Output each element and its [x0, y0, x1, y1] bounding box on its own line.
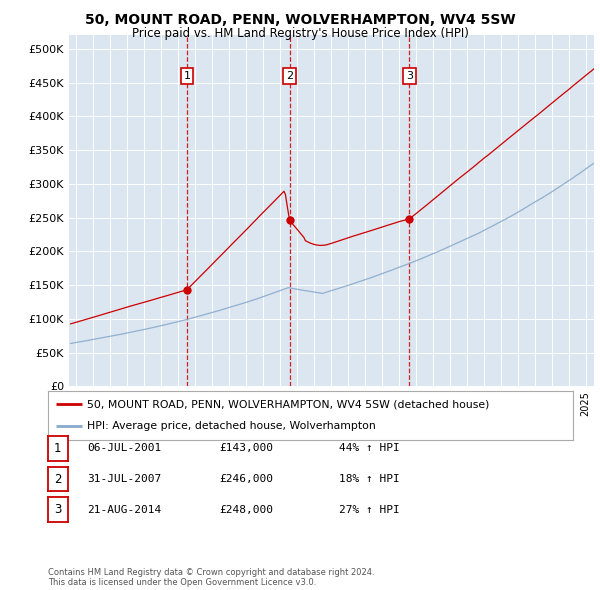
Text: £143,000: £143,000	[219, 444, 273, 453]
Text: 06-JUL-2001: 06-JUL-2001	[87, 444, 161, 453]
Text: Contains HM Land Registry data © Crown copyright and database right 2024.
This d: Contains HM Land Registry data © Crown c…	[48, 568, 374, 587]
Text: £246,000: £246,000	[219, 474, 273, 484]
Text: 50, MOUNT ROAD, PENN, WOLVERHAMPTON, WV4 5SW (detached house): 50, MOUNT ROAD, PENN, WOLVERHAMPTON, WV4…	[88, 399, 490, 409]
Text: 18% ↑ HPI: 18% ↑ HPI	[339, 474, 400, 484]
Text: £248,000: £248,000	[219, 505, 273, 514]
Text: 21-AUG-2014: 21-AUG-2014	[87, 505, 161, 514]
Text: 31-JUL-2007: 31-JUL-2007	[87, 474, 161, 484]
Text: 44% ↑ HPI: 44% ↑ HPI	[339, 444, 400, 453]
Text: 3: 3	[54, 503, 62, 516]
Text: 3: 3	[406, 71, 413, 81]
Text: HPI: Average price, detached house, Wolverhampton: HPI: Average price, detached house, Wolv…	[88, 421, 376, 431]
Text: 50, MOUNT ROAD, PENN, WOLVERHAMPTON, WV4 5SW: 50, MOUNT ROAD, PENN, WOLVERHAMPTON, WV4…	[85, 13, 515, 27]
Text: 2: 2	[54, 473, 62, 486]
Text: Price paid vs. HM Land Registry's House Price Index (HPI): Price paid vs. HM Land Registry's House …	[131, 27, 469, 40]
Text: 1: 1	[54, 442, 62, 455]
Text: 1: 1	[184, 71, 190, 81]
Text: 27% ↑ HPI: 27% ↑ HPI	[339, 505, 400, 514]
Text: 2: 2	[286, 71, 293, 81]
